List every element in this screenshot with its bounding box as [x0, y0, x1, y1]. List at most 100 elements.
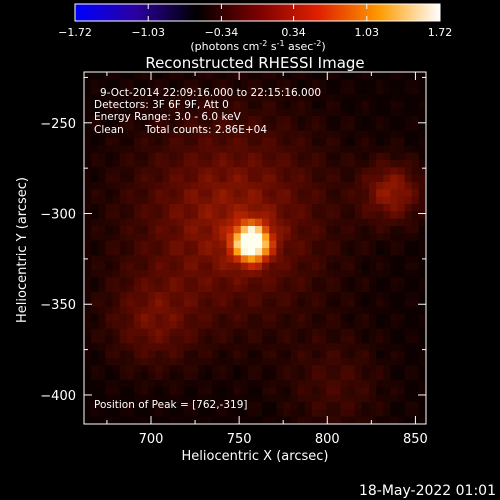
heatmap-cell [219, 152, 228, 161]
heatmap-cell [390, 387, 399, 396]
heatmap-cell [283, 402, 292, 410]
heatmap-cell [354, 321, 363, 330]
heatmap-cell [290, 416, 299, 424]
heatmap-cell [319, 416, 327, 424]
heatmap-cell [297, 328, 306, 337]
heatmap-cell [276, 321, 285, 330]
heatmap-cell [169, 145, 178, 154]
heatmap-cell [262, 160, 270, 168]
heatmap-cell [397, 240, 406, 249]
heatmap-cell [312, 160, 320, 168]
heatmap-cell [283, 277, 292, 286]
heatmap-cell [141, 189, 149, 198]
heatmap-cell [141, 240, 149, 249]
heatmap-cell [155, 328, 163, 337]
heatmap-cell [233, 130, 242, 139]
heatmap-cell [361, 218, 370, 227]
heatmap-cell [183, 189, 192, 198]
heatmap-cell [91, 336, 99, 344]
heatmap-cell [183, 306, 192, 315]
heatmap-cell [112, 314, 121, 322]
heatmap-cell [354, 218, 363, 227]
heatmap-cell [233, 299, 242, 308]
heatmap-cell [198, 240, 206, 249]
heatmap-cell [148, 262, 156, 271]
heatmap-cell [162, 262, 171, 271]
heatmap-cell [126, 189, 135, 198]
heatmap-cell [176, 152, 185, 161]
heatmap-cell [354, 255, 363, 264]
annotation-counts: Total counts: 2.86E+04 [144, 124, 267, 136]
heatmap-cell [112, 387, 121, 396]
heatmap-cell [397, 152, 406, 161]
heatmap-cell [119, 248, 128, 256]
heatmap-cell [119, 196, 128, 205]
heatmap-cell [105, 365, 114, 374]
heatmap-cell [112, 248, 121, 256]
heatmap-cell [361, 160, 370, 168]
heatmap-cell [290, 211, 299, 220]
heatmap-cell [376, 174, 384, 183]
heatmap-cell [119, 130, 128, 139]
heatmap-cell [198, 409, 206, 418]
heatmap-cell [347, 328, 356, 337]
heatmap-cell [376, 86, 384, 95]
heatmap-cell [333, 160, 342, 168]
heatmap-cell [269, 94, 277, 102]
heatmap-cell [133, 79, 142, 88]
heatmap-cell [347, 394, 356, 403]
heatmap-cell [141, 402, 149, 410]
heatmap-cell [119, 86, 128, 95]
heatmap-cell [333, 196, 342, 205]
heatmap-cell [148, 189, 156, 198]
heatmap-cell [312, 196, 320, 205]
heatmap-cell [269, 328, 277, 337]
heatmap-cell [347, 72, 356, 80]
heatmap-cell [376, 123, 384, 132]
heatmap-cell [176, 306, 185, 315]
heatmap-cell [340, 160, 349, 168]
heatmap-cell [91, 240, 99, 249]
heatmap-cell [347, 189, 356, 198]
heatmap-cell [290, 299, 299, 308]
heatmap-cell [354, 299, 363, 308]
heatmap-cell [283, 270, 292, 278]
heatmap-cell [333, 314, 342, 322]
heatmap-cell [176, 145, 185, 154]
heatmap-cell [411, 277, 420, 286]
heatmap-cell [397, 372, 406, 381]
heatmap-cell [84, 409, 92, 418]
heatmap-cell [169, 86, 178, 95]
heatmap-cell [212, 284, 220, 293]
heatmap-cell [155, 270, 163, 278]
heatmap-cell [376, 402, 384, 410]
heatmap-cell [169, 380, 178, 388]
heatmap-cell [354, 328, 363, 337]
heatmap-cell [233, 72, 242, 80]
heatmap-cell [112, 204, 121, 212]
heatmap-cell [418, 211, 426, 220]
heatmap-cell [169, 314, 178, 322]
heatmap-cell [148, 270, 156, 278]
heatmap-cell [418, 328, 426, 337]
heatmap-cell [105, 328, 114, 337]
heatmap-cell [240, 211, 249, 220]
heatmap-cell [397, 299, 406, 308]
heatmap-cell [183, 372, 192, 381]
annotation-detectors: Detectors: 3F 6F 9F, Att 0 [94, 99, 229, 111]
heatmap-cell [255, 306, 263, 315]
heatmap-cell [119, 372, 128, 381]
heatmap-cell [276, 255, 285, 264]
heatmap-cell [183, 86, 192, 95]
heatmap-cell [304, 79, 313, 88]
heatmap-cell [411, 350, 420, 359]
heatmap-cell [190, 262, 199, 271]
heatmap-cell [340, 204, 349, 212]
heatmap-cell [418, 123, 426, 132]
heatmap-cell [205, 255, 213, 264]
heatmap-cell [326, 365, 334, 374]
heatmap-cell [276, 130, 285, 139]
heatmap-cell [319, 211, 327, 220]
heatmap-cell [369, 343, 377, 352]
heatmap-cell [376, 380, 384, 388]
